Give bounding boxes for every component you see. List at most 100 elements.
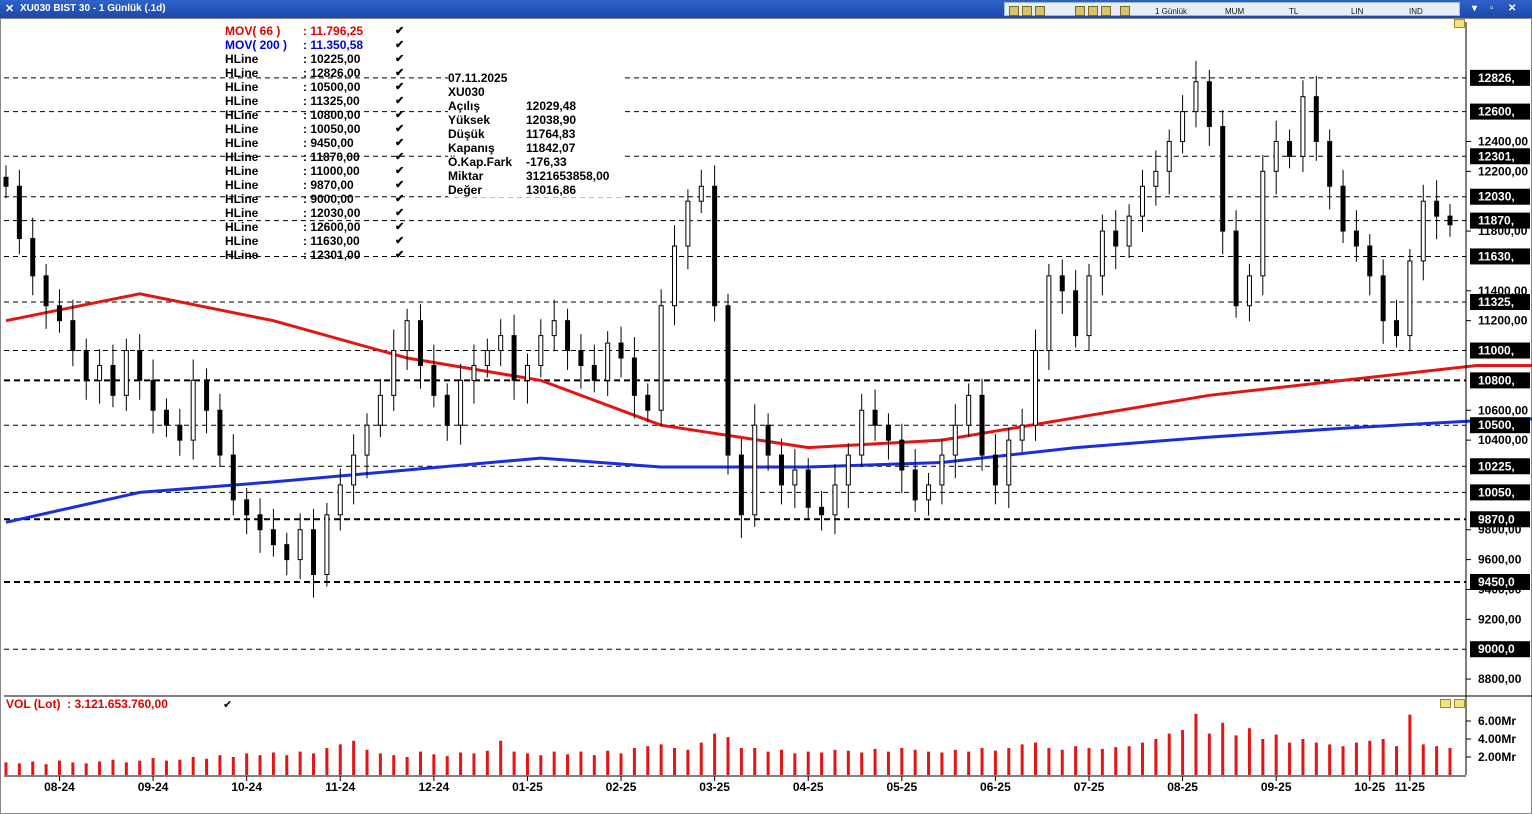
volume-tick-label: 6.00Mr	[1478, 714, 1516, 728]
volume-bar	[57, 760, 61, 775]
legend-name: HLine	[225, 108, 259, 122]
legend-check-icon[interactable]: ✔	[395, 151, 405, 163]
scale-option[interactable]: LIN	[1351, 7, 1364, 16]
candle	[1273, 140, 1279, 172]
candle	[1380, 275, 1386, 322]
info-value: 11764,83	[526, 127, 576, 141]
hline-value-badge	[1470, 294, 1530, 310]
volume-bar	[1328, 744, 1332, 775]
legend-check-icon[interactable]: ✔	[395, 137, 405, 149]
toolbar-icon-3[interactable]	[1035, 6, 1045, 16]
volume-bar	[258, 755, 262, 775]
volume-bar	[1395, 746, 1399, 775]
info-key: Kapanış	[448, 141, 495, 155]
close-icon[interactable]: ✕	[5, 3, 15, 15]
legend-name: HLine	[225, 234, 259, 248]
candle	[1300, 96, 1306, 157]
volume-bar	[178, 759, 182, 775]
volume-bar	[1074, 746, 1078, 775]
volume-bar	[980, 748, 984, 775]
toolbar-icon-7[interactable]	[1120, 6, 1130, 16]
volume-bar	[739, 748, 743, 775]
chart-type-option[interactable]: MUM	[1225, 7, 1245, 16]
hline-value-badge	[1470, 372, 1530, 389]
candle	[458, 379, 464, 426]
volume-bar	[1034, 742, 1038, 775]
volume-bar	[445, 756, 449, 775]
candle	[217, 409, 223, 456]
candle	[805, 469, 811, 508]
legend-check-icon[interactable]: ✔	[395, 165, 405, 177]
candle	[1313, 96, 1319, 142]
toolbar-icon-5[interactable]	[1088, 6, 1098, 16]
legend-check-icon[interactable]: ✔	[395, 109, 405, 121]
candle	[1407, 260, 1413, 337]
hline-value-badge	[1470, 641, 1530, 658]
legend-check-icon[interactable]: ✔	[395, 179, 405, 191]
legend-check-icon[interactable]: ✔	[395, 235, 405, 247]
toolbar-icon-4[interactable]	[1075, 6, 1085, 16]
legend-check-icon[interactable]: ✔	[395, 221, 405, 233]
candle	[591, 364, 597, 381]
volume-bar	[646, 746, 650, 775]
hline-value-label: 12600,	[1478, 105, 1515, 119]
candle	[351, 454, 357, 486]
minimize-icon[interactable]: ▾	[1472, 3, 1478, 14]
candles	[3, 60, 1453, 598]
time-tick-label: 08-24	[44, 780, 75, 794]
volume-bar	[806, 751, 810, 775]
candle	[230, 454, 236, 501]
volume-check-icon[interactable]: ✔	[223, 699, 233, 711]
volume-bar	[1100, 748, 1104, 775]
time-tick-label: 05-25	[886, 780, 917, 794]
candle	[1340, 185, 1346, 232]
info-value: 3121653858,00	[526, 169, 610, 183]
legend-value: : 9870,00	[303, 178, 354, 192]
legend-check-icon[interactable]: ✔	[395, 95, 405, 107]
volume-bar	[231, 757, 235, 775]
volume-bar	[846, 750, 850, 775]
hline-value-badge	[1470, 417, 1530, 434]
legend-value: : 11.796,25	[303, 24, 364, 38]
title-bar: ✕ XU030 BIST 30 - 1 Günlük (.1d) 1 Günlü…	[0, 0, 1532, 18]
panel-settings-icon[interactable]	[1454, 19, 1465, 28]
info-value: 11842,07	[526, 141, 576, 155]
currency-option[interactable]: TL	[1289, 7, 1299, 16]
hline-value-badge	[1470, 511, 1530, 528]
legend-check-icon[interactable]: ✔	[395, 123, 405, 135]
legend-check-icon[interactable]: ✔	[395, 193, 405, 205]
candle	[484, 350, 490, 366]
legend-check-icon[interactable]: ✔	[395, 81, 405, 93]
volume-bar	[1181, 730, 1185, 775]
legend-check-icon[interactable]: ✔	[395, 207, 405, 219]
volume-bar	[271, 752, 275, 775]
candle	[1353, 230, 1359, 247]
toolbar-icon-2[interactable]	[1022, 6, 1032, 16]
candle	[538, 335, 544, 366]
legend-check-icon[interactable]: ✔	[395, 39, 405, 51]
volume-bar	[1140, 742, 1144, 775]
window-close-icon[interactable]: ✕	[1508, 3, 1517, 14]
legend-check-icon[interactable]: ✔	[395, 53, 405, 65]
legend-check-icon[interactable]: ✔	[395, 25, 405, 37]
volume-bar	[673, 748, 677, 775]
volume-settings-icon[interactable]	[1440, 699, 1451, 708]
volume-bar	[579, 751, 583, 775]
time-tick-label: 09-25	[1261, 780, 1292, 794]
legend-check-icon[interactable]: ✔	[395, 249, 405, 261]
legend-value: : 12600,00	[303, 220, 361, 234]
restore-icon[interactable]: ▫	[1490, 3, 1494, 14]
candle	[324, 514, 330, 576]
timeframe-option[interactable]: 1 Günlük	[1155, 7, 1188, 16]
toolbar-icon-1[interactable]	[1009, 6, 1019, 16]
horizontal-lines	[4, 77, 1466, 650]
legend-name: HLine	[225, 136, 259, 150]
volume-bar	[124, 762, 128, 775]
indicator-option[interactable]: IND	[1409, 7, 1423, 16]
toolbar-icon-6[interactable]	[1101, 6, 1111, 16]
volume-close-icon[interactable]	[1454, 699, 1465, 708]
legend-check-icon[interactable]: ✔	[395, 67, 405, 79]
time-tick-label: 01-25	[512, 780, 543, 794]
hline-value-badge	[1470, 103, 1530, 120]
